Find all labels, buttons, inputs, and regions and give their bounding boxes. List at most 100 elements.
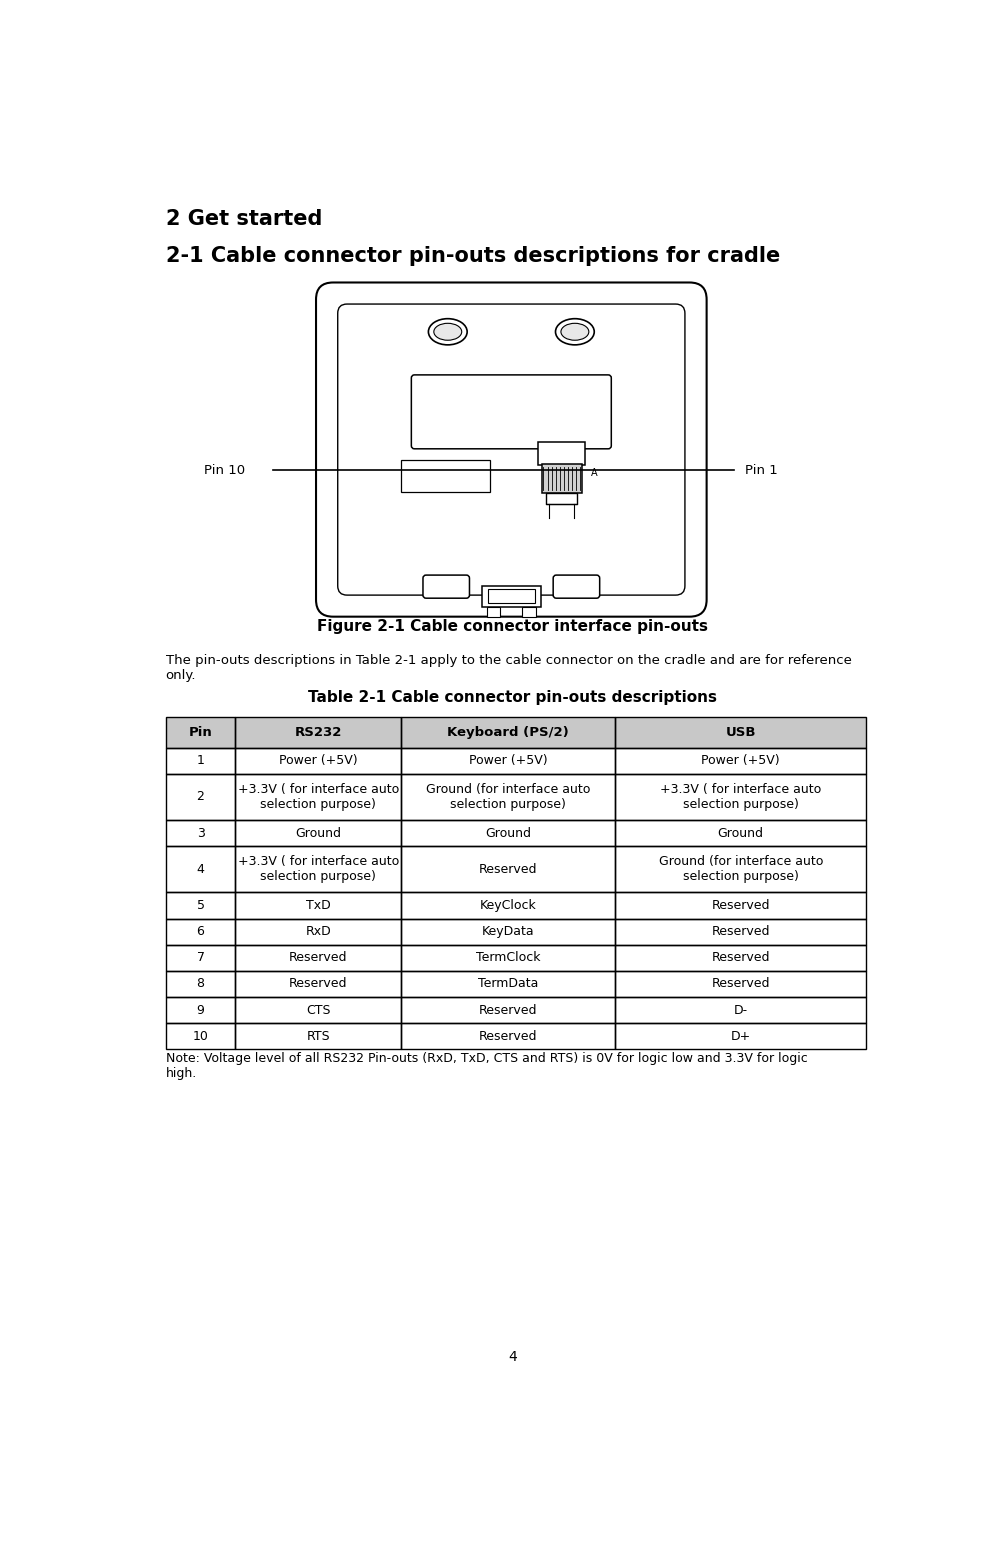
Bar xyxy=(235,972,401,996)
Bar xyxy=(165,996,235,1023)
Bar xyxy=(541,464,581,494)
Bar xyxy=(235,919,401,945)
Bar xyxy=(401,819,614,846)
Bar xyxy=(401,972,614,996)
Bar xyxy=(165,1023,235,1049)
Text: 2 Get started: 2 Get started xyxy=(165,210,322,230)
Text: Keyboard (PS/2): Keyboard (PS/2) xyxy=(447,726,568,739)
Bar xyxy=(401,846,614,892)
Text: 2-1 Cable connector pin-outs descriptions for cradle: 2-1 Cable connector pin-outs description… xyxy=(165,245,780,265)
Ellipse shape xyxy=(555,318,593,345)
Bar xyxy=(165,945,235,972)
Text: Reserved: Reserved xyxy=(479,1031,537,1043)
Ellipse shape xyxy=(428,318,467,345)
FancyBboxPatch shape xyxy=(553,576,599,598)
Text: CTS: CTS xyxy=(306,1004,331,1017)
Bar xyxy=(481,585,540,607)
Text: 10: 10 xyxy=(192,1031,208,1043)
Bar xyxy=(401,919,614,945)
Text: Table 2-1 Cable connector pin-outs descriptions: Table 2-1 Cable connector pin-outs descr… xyxy=(308,689,716,705)
Bar xyxy=(401,774,614,819)
Text: 5: 5 xyxy=(196,899,204,913)
Bar xyxy=(401,717,614,748)
Text: Reserved: Reserved xyxy=(710,978,770,990)
Text: +3.3V ( for interface auto
selection purpose): +3.3V ( for interface auto selection pur… xyxy=(237,855,399,883)
Text: Pin: Pin xyxy=(188,726,212,739)
Text: Ground (for interface auto
selection purpose): Ground (for interface auto selection pur… xyxy=(426,782,590,810)
Bar xyxy=(488,588,534,602)
Bar xyxy=(401,945,614,972)
Bar xyxy=(165,748,235,774)
Bar xyxy=(614,892,866,919)
Bar xyxy=(235,748,401,774)
Text: 9: 9 xyxy=(196,1004,204,1017)
Bar xyxy=(235,1023,401,1049)
Text: A: A xyxy=(590,467,597,478)
Bar xyxy=(614,996,866,1023)
Text: Figure 2-1 Cable connector interface pin-outs: Figure 2-1 Cable connector interface pin… xyxy=(317,619,707,633)
Ellipse shape xyxy=(434,323,461,340)
Bar xyxy=(235,819,401,846)
Bar xyxy=(401,459,490,492)
Bar xyxy=(614,945,866,972)
Text: Reserved: Reserved xyxy=(289,951,348,964)
Text: Note: Voltage level of all RS232 Pin-outs (RxD, TxD, CTS and RTS) is 0V for logi: Note: Voltage level of all RS232 Pin-out… xyxy=(165,1052,807,1080)
Text: Reserved: Reserved xyxy=(479,863,537,875)
Text: Reserved: Reserved xyxy=(479,1004,537,1017)
Text: Pin 10: Pin 10 xyxy=(204,464,245,476)
Text: Power (+5V): Power (+5V) xyxy=(279,754,358,767)
Text: TermData: TermData xyxy=(478,978,538,990)
Bar xyxy=(235,717,401,748)
Text: Reserved: Reserved xyxy=(710,899,770,913)
Bar xyxy=(235,846,401,892)
Bar xyxy=(235,892,401,919)
Text: D-: D- xyxy=(732,1004,747,1017)
Bar xyxy=(165,919,235,945)
Text: +3.3V ( for interface auto
selection purpose): +3.3V ( for interface auto selection pur… xyxy=(237,782,399,810)
Text: D+: D+ xyxy=(729,1031,750,1043)
Text: RS232: RS232 xyxy=(295,726,342,739)
FancyBboxPatch shape xyxy=(411,376,610,449)
Bar xyxy=(486,607,500,616)
Bar xyxy=(614,748,866,774)
Bar xyxy=(401,1023,614,1049)
FancyBboxPatch shape xyxy=(423,576,469,598)
Bar xyxy=(614,972,866,996)
Text: Pin 1: Pin 1 xyxy=(744,464,778,476)
Text: 2: 2 xyxy=(196,790,204,804)
Text: 4: 4 xyxy=(196,863,204,875)
Bar xyxy=(401,892,614,919)
Text: Reserved: Reserved xyxy=(289,978,348,990)
Bar xyxy=(538,442,584,466)
Ellipse shape xyxy=(560,323,588,340)
Bar xyxy=(235,717,401,748)
Text: TermClock: TermClock xyxy=(476,951,540,964)
Bar xyxy=(614,846,866,892)
FancyBboxPatch shape xyxy=(338,304,684,594)
Bar xyxy=(165,717,235,748)
Text: USB: USB xyxy=(724,726,756,739)
Text: KeyClock: KeyClock xyxy=(479,899,536,913)
Bar xyxy=(614,819,866,846)
Bar xyxy=(614,919,866,945)
Bar xyxy=(401,748,614,774)
Text: KeyData: KeyData xyxy=(481,925,534,937)
Bar xyxy=(165,892,235,919)
Bar xyxy=(614,774,866,819)
Text: RxD: RxD xyxy=(306,925,331,937)
Text: The pin-outs descriptions in Table 2-1 apply to the cable connector on the cradl: The pin-outs descriptions in Table 2-1 a… xyxy=(165,653,851,681)
Bar xyxy=(401,717,614,748)
Text: TxD: TxD xyxy=(306,899,331,913)
Text: 1: 1 xyxy=(196,754,204,767)
Text: Ground: Ground xyxy=(295,827,341,840)
Bar xyxy=(614,1023,866,1049)
Bar xyxy=(235,945,401,972)
FancyBboxPatch shape xyxy=(316,282,706,616)
Text: +3.3V ( for interface auto
selection purpose): +3.3V ( for interface auto selection pur… xyxy=(659,782,821,810)
Bar xyxy=(546,494,576,504)
Bar xyxy=(614,717,866,748)
Text: 4: 4 xyxy=(508,1350,517,1364)
Bar xyxy=(401,996,614,1023)
Text: Power (+5V): Power (+5V) xyxy=(700,754,780,767)
Bar xyxy=(235,996,401,1023)
